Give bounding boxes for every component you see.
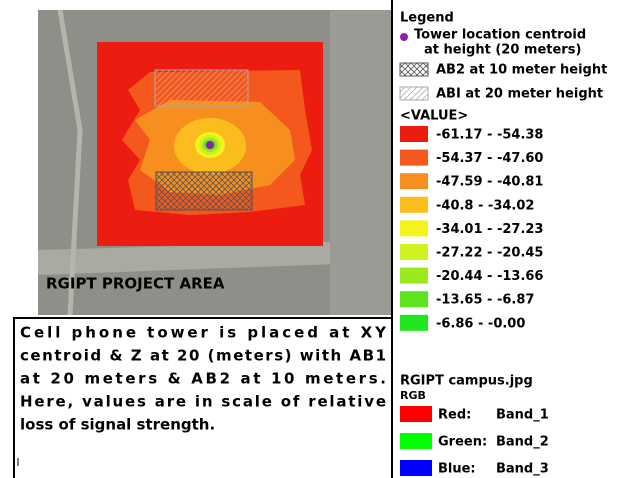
legend-subtitle: RGB: [400, 389, 426, 402]
band-swatch: [400, 406, 432, 422]
class-label: -40.8 - -34.02: [436, 198, 534, 213]
legend: Legend Tower location centroid at height…: [399, 11, 607, 402]
class-label: -47.59 - -40.81: [436, 175, 543, 190]
legend-subtitle: RGIPT campus.jpg: [400, 374, 533, 389]
class-label: -13.65 - -6.87: [436, 293, 534, 308]
class-label: -34.01 - -27.23: [436, 222, 543, 237]
abi-symbol: [399, 86, 429, 101]
class-swatch: [400, 244, 428, 260]
band-channel: Green:: [438, 435, 487, 450]
class-swatch: [400, 196, 428, 213]
band-channel: Red:: [438, 408, 471, 423]
class-label: -27.22 - -20.45: [436, 246, 543, 261]
legend-title: Legend: [400, 11, 454, 26]
class-swatch: [400, 173, 428, 190]
tower-symbol: [400, 33, 408, 41]
class-label: -54.37 - -47.60: [436, 151, 543, 166]
map: RGIPT PROJECT AREA: [38, 9, 392, 316]
description-line: Here, values are in scale of relative: [20, 393, 386, 411]
class-label: -20.44 - -13.66: [436, 269, 543, 284]
path: [57, 9, 83, 316]
description-line: centroid & Z at 20 (meters) with AB1: [20, 347, 386, 365]
description-line: at 20 meters & AB2 at 10 meters.: [20, 370, 386, 388]
ab2-zone: [155, 171, 253, 211]
legend-label: at height (20 meters): [424, 43, 581, 58]
band-swatch: [400, 433, 432, 449]
band-name: Band_1: [496, 408, 549, 423]
class-swatch: [400, 314, 428, 331]
class-swatch: [400, 267, 428, 284]
field: [330, 10, 392, 315]
class-label: -61.17 - -54.38: [436, 128, 543, 143]
class-swatch: [400, 149, 428, 166]
band-name: Band_3: [496, 462, 549, 477]
ab2-symbol: [399, 62, 429, 77]
legend-label: AB2 at 10 meter height: [436, 63, 607, 78]
band-swatch: [400, 460, 432, 476]
map-label: RGIPT PROJECT AREA: [46, 275, 225, 293]
tower: [206, 141, 214, 149]
road: [38, 240, 392, 275]
band-name: Band_2: [496, 435, 549, 450]
description-box: [13, 317, 393, 478]
class-label: -6.86 - -0.00: [436, 316, 525, 331]
description-line: Cell phone tower is placed at XY: [20, 324, 387, 342]
class-swatch: [400, 126, 428, 142]
legend-subtitle: <VALUE>: [400, 109, 468, 124]
class-swatch: [400, 291, 428, 308]
abi-zone: [154, 69, 249, 107]
band-channel: Blue:: [438, 462, 476, 477]
class-swatch: [400, 220, 428, 237]
legend-label: ABI at 20 meter height: [436, 87, 603, 102]
legend-label: Tower location centroid: [414, 28, 586, 43]
description-line: loss of signal strength.: [20, 416, 215, 434]
